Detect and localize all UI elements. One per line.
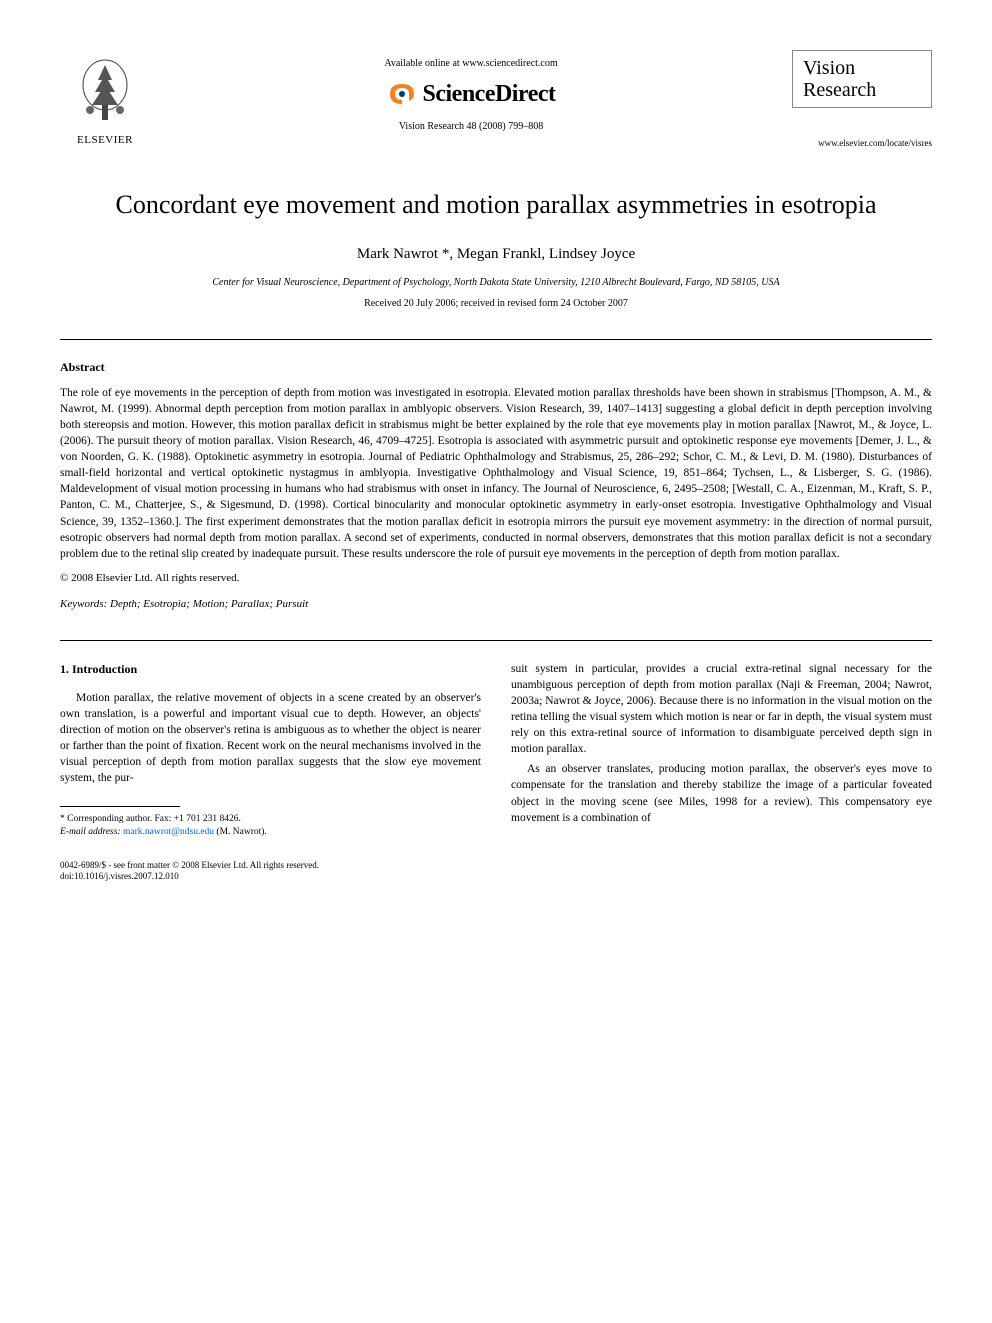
abstract-text: The role of eye movements in the percept… [60, 385, 932, 562]
header-center: Available online at www.sciencedirect.co… [150, 50, 792, 132]
body-columns: 1. Introduction Motion parallax, the rel… [60, 661, 932, 883]
footer-line-1: 0042-6989/$ - see front matter © 2008 El… [60, 860, 481, 872]
email-address[interactable]: mark.nawrot@ndsu.edu [123, 827, 214, 837]
elsevier-tree-icon [70, 50, 140, 125]
sciencedirect-text: ScienceDirect [423, 81, 556, 108]
journal-url: www.elsevier.com/locate/visres [792, 138, 932, 148]
column-left: 1. Introduction Motion parallax, the rel… [60, 661, 481, 883]
email-line: E-mail address: mark.nawrot@ndsu.edu (M.… [60, 826, 481, 839]
footer-line-2: doi:10.1016/j.visres.2007.12.010 [60, 871, 481, 883]
elsevier-logo-block: ELSEVIER [60, 50, 150, 146]
intro-para-2b: As an observer translates, producing mot… [511, 761, 932, 825]
footnote-separator [60, 806, 180, 807]
introduction-heading: 1. Introduction [60, 661, 481, 678]
journal-reference: Vision Research 48 (2008) 799–808 [150, 121, 792, 132]
article-title: Concordant eye movement and motion paral… [100, 188, 892, 222]
journal-box-wrapper: Vision Research www.elsevier.com/locate/… [792, 50, 932, 148]
column-right: suit system in particular, provides a cr… [511, 661, 932, 883]
sciencedirect-icon [387, 79, 417, 109]
elsevier-label: ELSEVIER [60, 134, 150, 146]
sciencedirect-logo: ScienceDirect [150, 79, 792, 109]
affiliation: Center for Visual Neuroscience, Departme… [60, 277, 932, 288]
intro-para-1: Motion parallax, the relative movement o… [60, 690, 481, 787]
abstract-copyright: © 2008 Elsevier Ltd. All rights reserved… [60, 572, 932, 584]
authors: Mark Nawrot *, Megan Frankl, Lindsey Joy… [60, 246, 932, 263]
email-who: (M. Nawrot). [216, 827, 266, 837]
intro-para-2a: suit system in particular, provides a cr… [511, 661, 932, 758]
divider-top [60, 339, 932, 340]
available-online-text: Available online at www.sciencedirect.co… [150, 58, 792, 69]
journal-box: Vision Research [792, 50, 932, 108]
keywords: Keywords: Depth; Esotropia; Motion; Para… [60, 598, 932, 610]
journal-box-title: Vision Research [803, 57, 921, 101]
footer-block: 0042-6989/$ - see front matter © 2008 El… [60, 860, 481, 883]
received-dates: Received 20 July 2006; received in revis… [60, 298, 932, 309]
header-row: ELSEVIER Available online at www.science… [60, 50, 932, 148]
divider-bottom [60, 640, 932, 641]
abstract-heading: Abstract [60, 360, 932, 375]
keywords-text: Depth; Esotropia; Motion; Parallax; Purs… [110, 598, 308, 610]
keywords-label: Keywords: [60, 598, 107, 610]
corresponding-author: * Corresponding author. Fax: +1 701 231 … [60, 813, 481, 826]
email-label: E-mail address: [60, 827, 121, 837]
